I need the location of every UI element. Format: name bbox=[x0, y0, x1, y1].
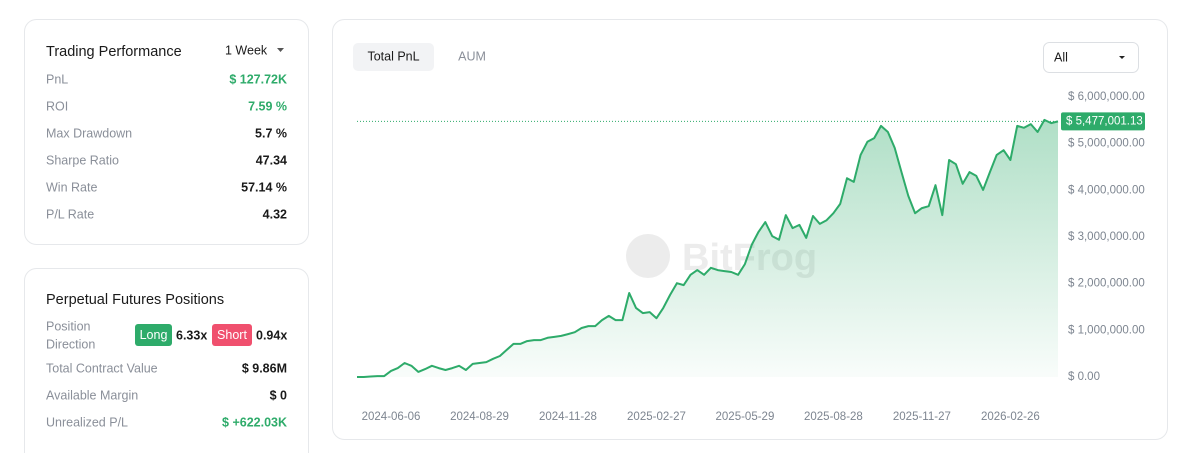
y-tick-label: $ 0.00 bbox=[1068, 371, 1100, 383]
y-tick-label: $ 2,000,000.00 bbox=[1068, 278, 1145, 290]
tab[interactable]: Total PnL bbox=[367, 49, 419, 63]
range-select[interactable] bbox=[1043, 42, 1139, 73]
range-value[interactable]: All bbox=[1054, 50, 1068, 64]
metric-value: $ +622.03K bbox=[222, 415, 287, 429]
metric-label: Sharpe Ratio bbox=[46, 153, 119, 167]
metric-label: PnL bbox=[46, 72, 68, 86]
card bbox=[24, 19, 309, 245]
long-label: Long bbox=[140, 328, 168, 342]
metric-value: $ 0 bbox=[270, 388, 287, 402]
x-tick-label: 2025-08-28 bbox=[804, 411, 863, 423]
metric-label: Direction bbox=[46, 337, 95, 351]
tab[interactable]: AUM bbox=[458, 49, 486, 63]
current-value-label: $ 5,477,001.13 bbox=[1066, 115, 1143, 127]
metric-value: $ 9.86M bbox=[242, 361, 287, 375]
x-tick-label: 2025-02-27 bbox=[627, 411, 686, 423]
metric-value: $ 127.72K bbox=[229, 72, 287, 86]
long-badge bbox=[135, 324, 172, 346]
long-value: 6.33x bbox=[176, 328, 207, 342]
card bbox=[24, 268, 309, 453]
y-tick-label: $ 1,000,000.00 bbox=[1068, 324, 1145, 336]
card-title: Perpetual Futures Positions bbox=[46, 292, 224, 308]
card-title: Trading Performance bbox=[46, 44, 182, 60]
metric-value: 7.59 % bbox=[248, 99, 287, 113]
x-tick-label: 2024-06-06 bbox=[362, 411, 421, 423]
x-tick-label: 2025-05-29 bbox=[716, 411, 775, 423]
metric-value: 5.7 % bbox=[255, 126, 287, 140]
metric-label: P/L Rate bbox=[46, 207, 94, 221]
short-value: 0.94x bbox=[256, 328, 287, 342]
metric-label: Total Contract Value bbox=[46, 361, 158, 375]
metric-label: Max Drawdown bbox=[46, 126, 132, 140]
area bbox=[357, 119, 1058, 378]
metric-label: Win Rate bbox=[46, 180, 97, 194]
x-tick-label: 2026-02-26 bbox=[981, 411, 1040, 423]
current-value-tag bbox=[1061, 112, 1145, 131]
x-tick-label: 2024-08-29 bbox=[450, 411, 509, 423]
y-tick-label: $ 5,000,000.00 bbox=[1068, 138, 1145, 150]
short-label: Short bbox=[217, 328, 247, 342]
metric-label: Available Margin bbox=[46, 388, 138, 402]
line bbox=[357, 118, 1059, 378]
short-badge bbox=[212, 324, 252, 346]
y-tick-label: $ 6,000,000.00 bbox=[1068, 91, 1145, 103]
caret bbox=[277, 48, 284, 52]
metric-label: Unrealized P/L bbox=[46, 415, 128, 429]
caret bbox=[1119, 56, 1125, 59]
metric-value: 47.34 bbox=[256, 153, 287, 167]
period-select[interactable]: 1 Week bbox=[225, 43, 268, 57]
metric-value: 57.14 % bbox=[241, 180, 287, 194]
x-tick-label: 2024-11-28 bbox=[539, 411, 597, 423]
x-tick-label: 2025-11-27 bbox=[893, 411, 951, 423]
metric-value: 4.32 bbox=[263, 207, 287, 221]
tab-active[interactable] bbox=[353, 43, 434, 71]
metric-label: Position bbox=[46, 319, 91, 333]
y-tick-label: $ 4,000,000.00 bbox=[1068, 184, 1145, 196]
watermark-logo bbox=[626, 234, 670, 278]
metric-label: ROI bbox=[46, 99, 68, 113]
y-tick-label: $ 3,000,000.00 bbox=[1068, 231, 1145, 243]
